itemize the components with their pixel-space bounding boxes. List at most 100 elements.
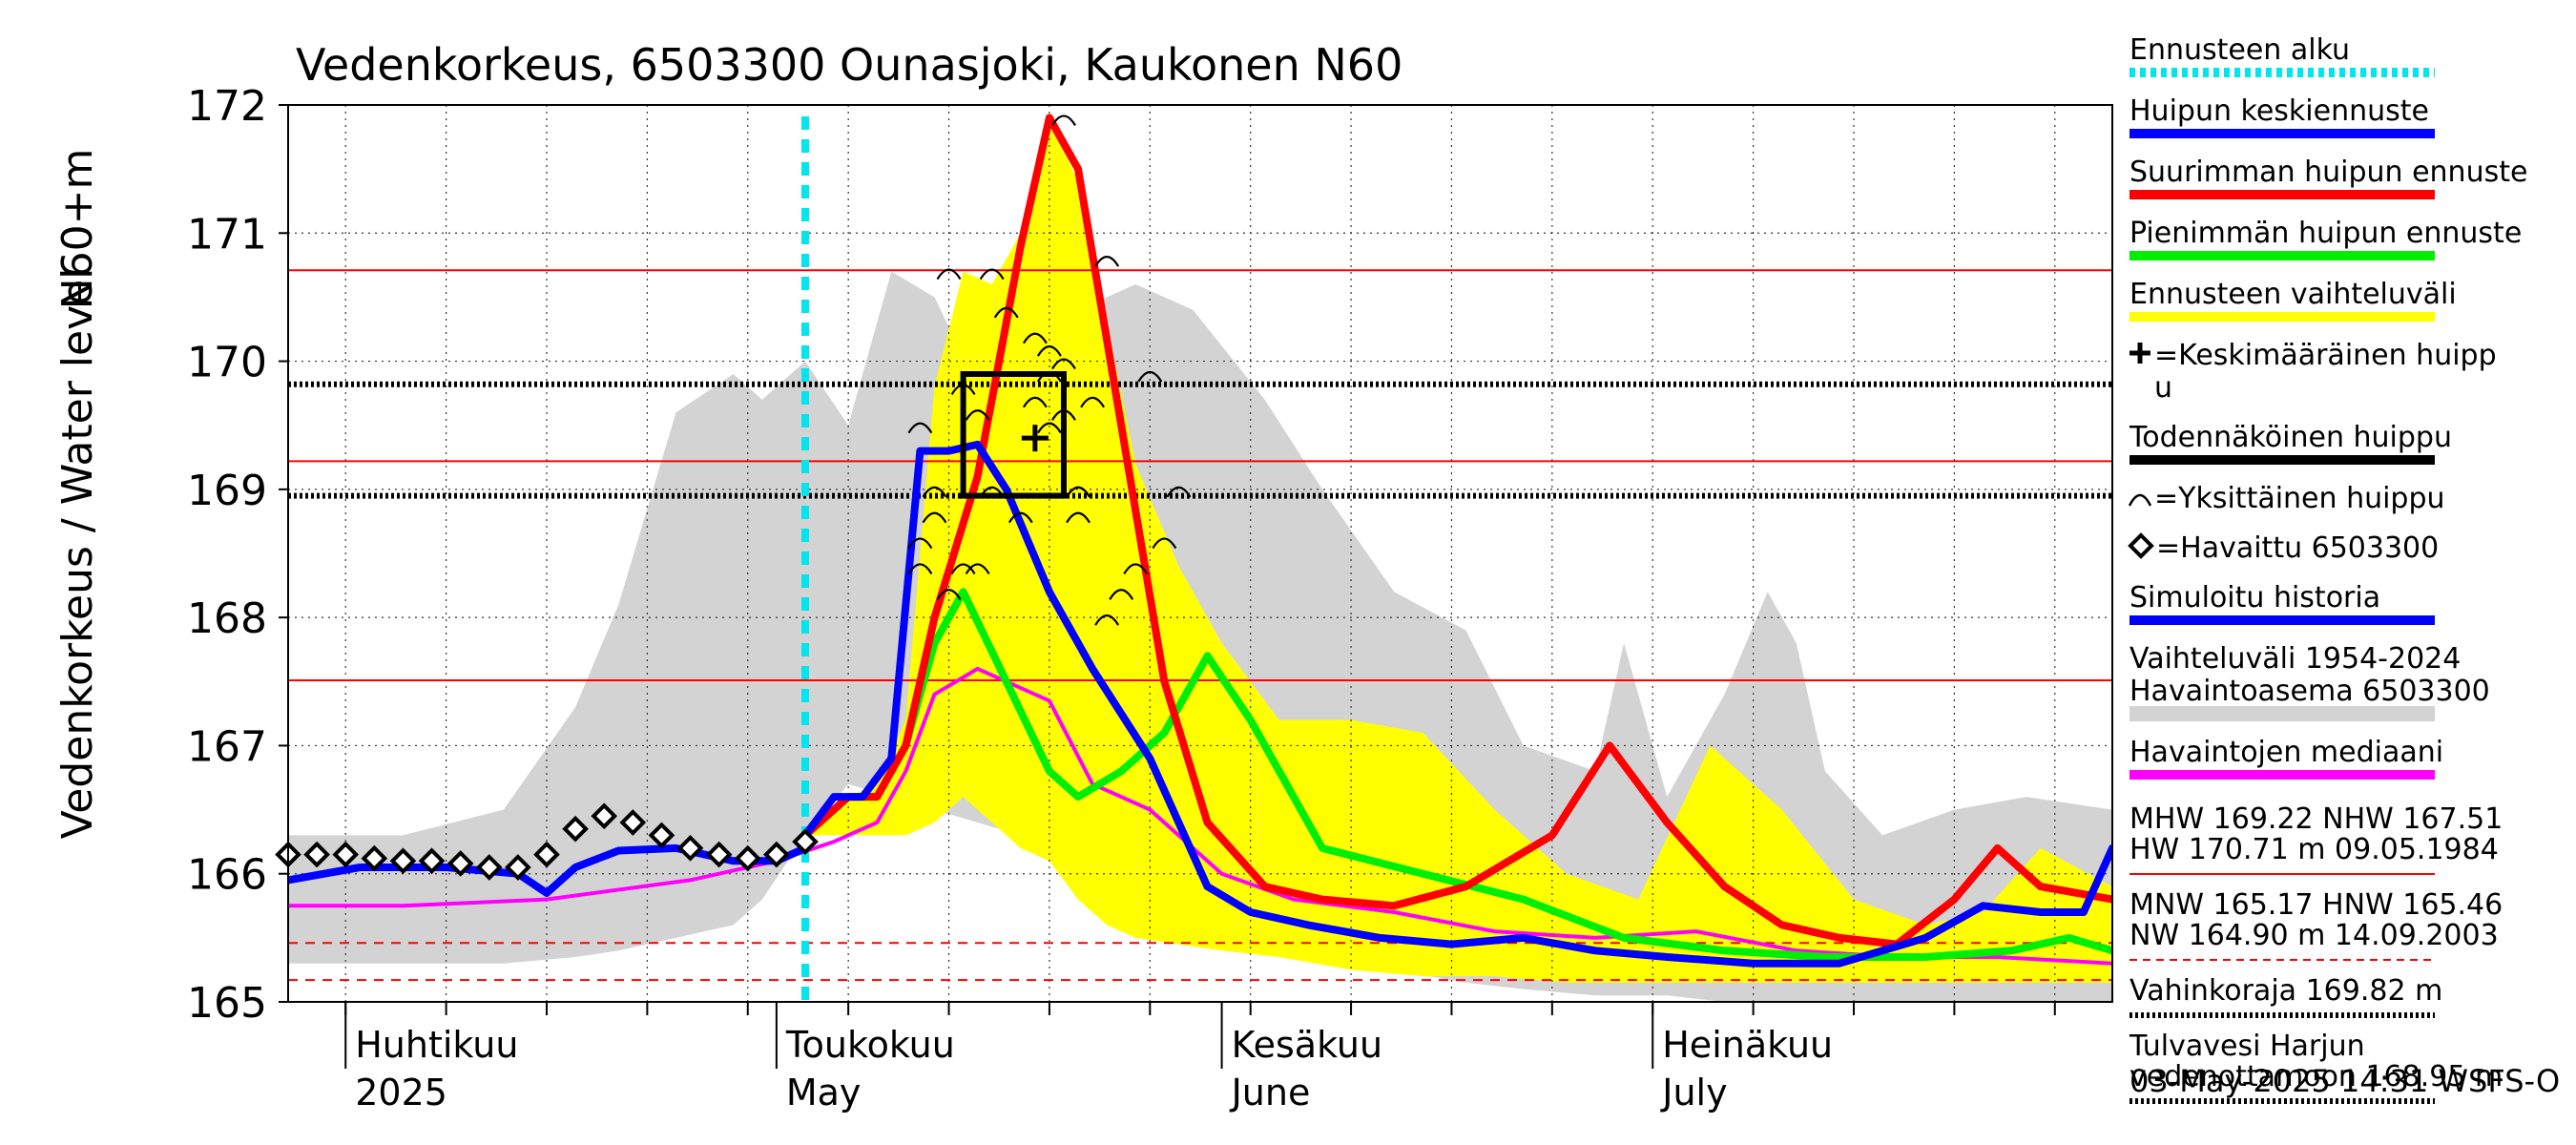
legend-label: u <box>2154 371 2172 405</box>
x-month-label-fi: Heinäkuu <box>1662 1024 1833 1066</box>
y-tick-label: 165 <box>187 979 267 1028</box>
individual-peak-marker <box>993 306 1019 319</box>
legend-stat-text: Tulvavesi Harjun <box>2129 1030 2365 1063</box>
individual-peak-marker <box>1022 396 1048 408</box>
individual-peak-marker <box>936 268 962 281</box>
legend-label: =Yksittäinen huippu <box>2154 482 2445 515</box>
legend-label: Havaintoasema 6503300 <box>2129 675 2490 708</box>
legend-stat-text: MNW 165.17 HNW 165.46 <box>2129 888 2503 922</box>
x-month-label-fi: Huhtikuu <box>355 1024 518 1066</box>
observed-point <box>648 822 675 849</box>
individual-peak-marker <box>1137 370 1163 383</box>
individual-peak-marker <box>1036 422 1062 434</box>
y-tick-label: 166 <box>187 851 267 900</box>
individual-peak-marker <box>1008 511 1033 524</box>
individual-peak-marker <box>907 537 933 550</box>
legend-label: =Havaittu 6503300 <box>2156 531 2439 565</box>
individual-peak-marker <box>922 511 947 524</box>
legend-swatch <box>2128 493 2152 507</box>
series-lines <box>288 114 2112 968</box>
y-tick-label: 172 <box>187 82 267 131</box>
legend-label: Ennusteen alku <box>2129 33 2350 67</box>
individual-peak-marker <box>1051 358 1076 370</box>
observed-point <box>389 847 417 875</box>
y-tick-label: 168 <box>187 594 267 643</box>
individual-peak-marker <box>1080 396 1106 408</box>
legend-label: Ennusteen vaihteluväli <box>2129 278 2457 311</box>
observed-markers <box>275 802 819 881</box>
observed-point <box>591 802 618 830</box>
observed-point <box>676 835 704 862</box>
footer-timestamp: 03-May-2025 14:31 WSFS-O <box>2129 1063 2560 1099</box>
legend-stat-text: vedenottamoon 168.95 m <box>2129 1060 2503 1093</box>
y-tick-label: 171 <box>187 210 267 259</box>
observed-point <box>533 841 560 868</box>
x-month-label-fi: Toukokuu <box>785 1024 955 1066</box>
individual-peak-marker <box>979 268 1005 281</box>
y-axis-label: Vedenkorkeus / Water level <box>53 268 102 840</box>
individual-peak-marker <box>1109 589 1134 600</box>
observed-point <box>705 841 733 868</box>
individual-peak-marker <box>1022 332 1048 344</box>
legend-label: =Keskimääräinen huipp <box>2154 339 2497 372</box>
individual-peak-marker <box>907 563 933 575</box>
individual-peak-marker <box>1166 486 1192 498</box>
observed-point <box>792 828 819 855</box>
legend-label: Pienimmän huipun ennuste <box>2129 217 2522 250</box>
individual-peak-marker <box>1066 486 1091 498</box>
individual-peak-marker <box>965 563 990 575</box>
observed-point <box>303 841 330 868</box>
individual-peak-marker <box>907 422 933 434</box>
legend-label: Huipun keskiennuste <box>2129 94 2429 128</box>
y-tick-label: 169 <box>187 467 267 515</box>
reference-lines <box>288 269 2112 982</box>
observed-point <box>332 841 360 868</box>
x-month-label-fi: Kesäkuu <box>1232 1024 1383 1066</box>
series-line <box>801 114 2112 948</box>
legend-label: Suurimman huipun ennuste <box>2129 156 2527 189</box>
legend-stat-text: NW 164.90 m 14.09.2003 <box>2129 919 2499 952</box>
plot-area: 165 166 167 168 169 170 171 172 Huhtikuu 2025 Touk… <box>187 82 2113 1114</box>
legend-swatch <box>2128 532 2154 559</box>
individual-peak-marker <box>936 589 962 600</box>
likely-peak-rectangle <box>960 371 1067 499</box>
individual-peak-marker <box>965 409 990 421</box>
legend-label: Simuloitu historia <box>2129 581 2380 614</box>
individual-peak-marker <box>1094 256 1120 267</box>
individual-peak-marker <box>1051 114 1076 127</box>
legend-stat-text: MHW 169.22 NHW 167.51 <box>2129 802 2503 836</box>
series-line <box>801 440 2112 968</box>
y-tick-label: 167 <box>187 722 267 771</box>
legend-label: Vaihteluväli 1954-2024 <box>2129 642 2461 676</box>
individual-peak-marker <box>1152 537 1177 550</box>
observed-point <box>619 809 647 836</box>
observed-point <box>505 854 531 881</box>
individual-peak-marker <box>1094 614 1120 626</box>
x-month-label-en: June <box>1230 1072 1311 1114</box>
y-tick-label: 170 <box>187 339 267 387</box>
observed-point <box>418 847 446 875</box>
observed-point <box>734 844 761 872</box>
legend-stat-text: Vahinkoraja 169.82 m <box>2129 974 2442 1008</box>
individual-peak-marker <box>1123 563 1149 575</box>
x-month-label-en: July <box>1660 1072 1727 1114</box>
gridlines <box>288 104 2112 1003</box>
observed-point <box>562 815 589 843</box>
y-axis-unit-label: N60+m <box>53 149 102 310</box>
chart-title: Vedenkorkeus, 6503300 Ounasjoki, Kaukone… <box>296 39 1402 91</box>
x-month-label-en: 2025 <box>355 1072 447 1114</box>
legend: Ennusteen alku Huipun keskiennuste Suurimm… <box>2128 33 2527 1104</box>
x-month-label-en: May <box>786 1072 862 1114</box>
observed-point <box>763 841 790 868</box>
individual-peak-marker <box>1036 345 1062 357</box>
likely-peak-box <box>960 371 1067 499</box>
legend-label: Todennäköinen huippu <box>2129 421 2452 454</box>
individual-peak-marker <box>1066 511 1091 524</box>
legend-stat-text: HW 170.71 m 09.05.1984 <box>2129 833 2499 866</box>
individual-peak-marker <box>922 486 947 498</box>
observed-point <box>447 850 474 877</box>
individual-peak-marker <box>950 563 976 575</box>
plot-frame <box>287 104 2113 1003</box>
axes: 165 166 167 168 169 170 171 172 Huhtikuu 2025 Touk… <box>187 82 2056 1114</box>
observed-point <box>475 854 503 881</box>
